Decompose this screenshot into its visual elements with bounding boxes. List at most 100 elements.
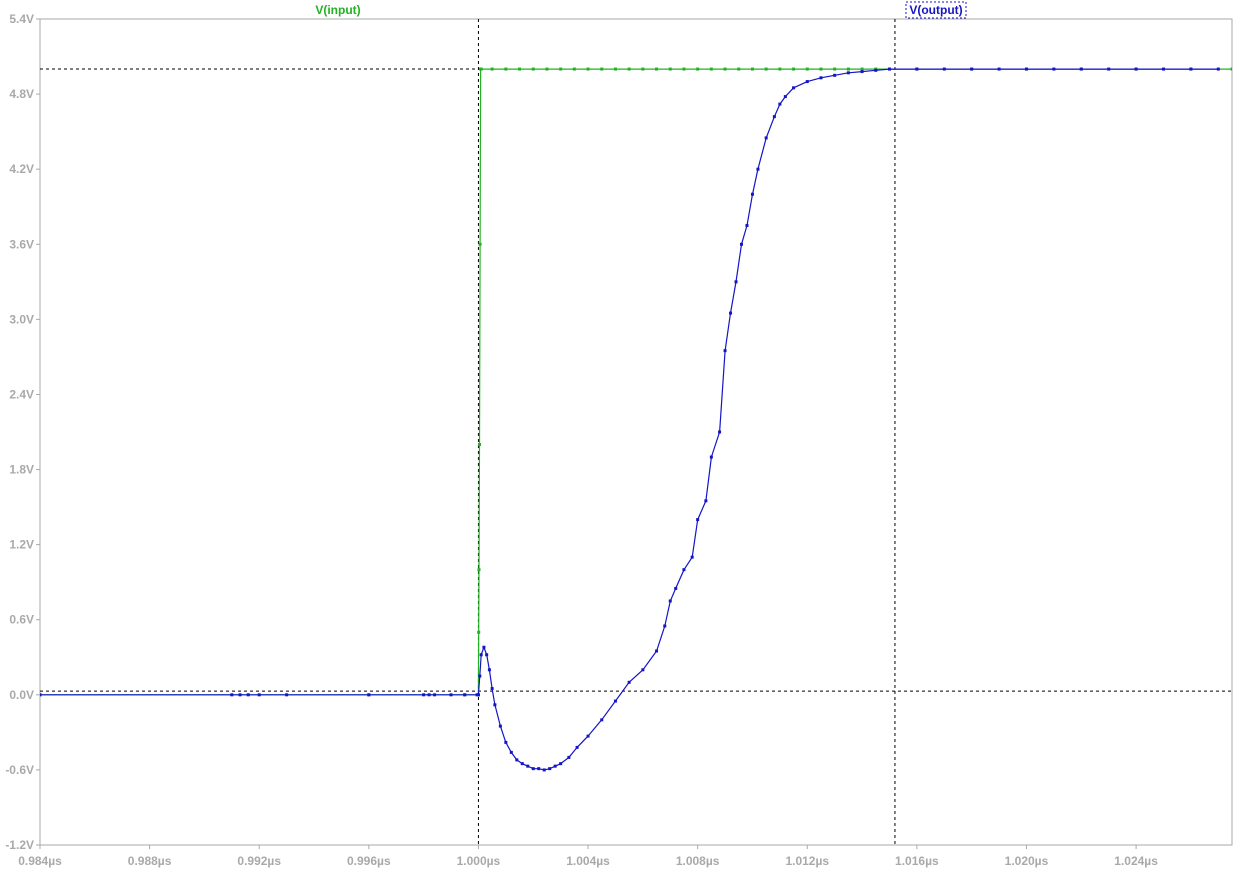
series-point [490, 687, 494, 691]
series-point [531, 767, 535, 771]
series-point [238, 693, 242, 697]
series-point [230, 693, 234, 697]
series-point [1230, 67, 1232, 71]
series-point [764, 67, 768, 71]
series-point [575, 745, 579, 749]
series-point [668, 67, 672, 71]
series-point [778, 102, 782, 106]
y-tick-label: 0.0V [9, 688, 34, 702]
series-point [846, 67, 850, 71]
x-tick-label: 1.012µs [785, 854, 829, 868]
series-point [805, 80, 809, 84]
series-point [520, 762, 524, 766]
series-point [860, 70, 864, 74]
series-point [641, 67, 645, 71]
series-point [942, 67, 946, 71]
y-tick-label: 4.8V [9, 87, 34, 101]
series-point [518, 67, 522, 71]
x-tick-label: 0.996µs [347, 854, 391, 868]
series-point [545, 67, 549, 71]
series-point [833, 73, 837, 77]
series-point [600, 67, 604, 71]
series-point [586, 67, 590, 71]
series-point [734, 280, 738, 284]
x-tick-label: 1.020µs [1005, 854, 1049, 868]
y-tick-label: 0.6V [9, 613, 34, 627]
y-tick-label: 2.4V [9, 387, 34, 401]
series-point [709, 67, 713, 71]
series-point [655, 67, 659, 71]
series-point [567, 755, 571, 759]
series-point [548, 767, 552, 771]
series-point [493, 703, 497, 707]
series-point [997, 67, 1001, 71]
series-point [433, 693, 437, 697]
series-point [487, 668, 491, 672]
series-point [668, 599, 672, 603]
series-point [805, 67, 809, 71]
series-point [479, 653, 483, 657]
series-point [478, 443, 482, 447]
x-tick-label: 1.008µs [676, 854, 720, 868]
series-layer [40, 67, 1232, 772]
series-point [477, 568, 481, 572]
y-tick-label: 5.4V [9, 12, 34, 26]
x-tick-label: 1.004µs [566, 854, 610, 868]
series-point [613, 67, 617, 71]
series-point [559, 67, 563, 71]
series-point [745, 224, 749, 227]
series-point [1052, 67, 1056, 71]
series-point [572, 67, 576, 71]
series-point [846, 71, 850, 75]
series-point [531, 67, 535, 71]
series-point [477, 630, 481, 634]
series-point [285, 693, 289, 697]
y-tick-label: 3.0V [9, 312, 34, 326]
series-point [819, 67, 823, 71]
trace-label-output-box [905, 1, 967, 19]
x-axis-ticks: 0.984µs 0.988µs 0.992µs 0.996µs 1.000µs 1.004… [18, 845, 1158, 868]
series-point [1216, 67, 1220, 71]
series-point [819, 76, 823, 80]
series-point [696, 67, 700, 71]
y-axis-ticks: -1.2V -0.6V 0.0V 0.6V 1.2V 1.8V 2.4V 3.0V 3.6V 4.… [5, 12, 40, 852]
y-tick-label: -0.6V [5, 763, 34, 777]
series-point [792, 86, 796, 90]
series-point [1189, 67, 1193, 71]
x-tick-label: 1.024µs [1114, 854, 1158, 868]
series-point [764, 136, 768, 140]
x-tick-label: 1.000µs [457, 854, 501, 868]
series-point [246, 693, 250, 697]
trace-label-output[interactable]: V(output) [909, 3, 962, 17]
trace-label-input[interactable]: V(input) [315, 3, 360, 17]
series-point [1079, 67, 1083, 71]
series-point [427, 693, 431, 697]
series-point [756, 167, 760, 171]
plot-frame [39, 18, 1233, 846]
series-point [586, 734, 590, 738]
series-point [874, 68, 878, 72]
series-point [723, 349, 727, 353]
series-point [750, 67, 754, 71]
plot-border [39, 18, 1233, 846]
series-point [627, 680, 631, 684]
series-point [729, 311, 733, 315]
series-point [367, 693, 371, 697]
x-tick-label: 0.992µs [237, 854, 281, 868]
cursor-lines[interactable] [40, 19, 1232, 845]
trace-legend: V(input) V(output) [315, 1, 967, 19]
y-tick-label: -1.2V [5, 838, 34, 852]
series-point [783, 95, 787, 99]
series-point [1161, 67, 1165, 71]
series-point [887, 67, 891, 71]
series-point [476, 693, 480, 697]
series-point [600, 718, 604, 722]
series-point [478, 674, 482, 678]
series-point [682, 568, 686, 572]
y-tick-label: 1.8V [9, 463, 34, 477]
series-point [537, 767, 541, 771]
series-point [1024, 67, 1028, 71]
series-point [718, 430, 722, 434]
series-point [479, 67, 483, 71]
